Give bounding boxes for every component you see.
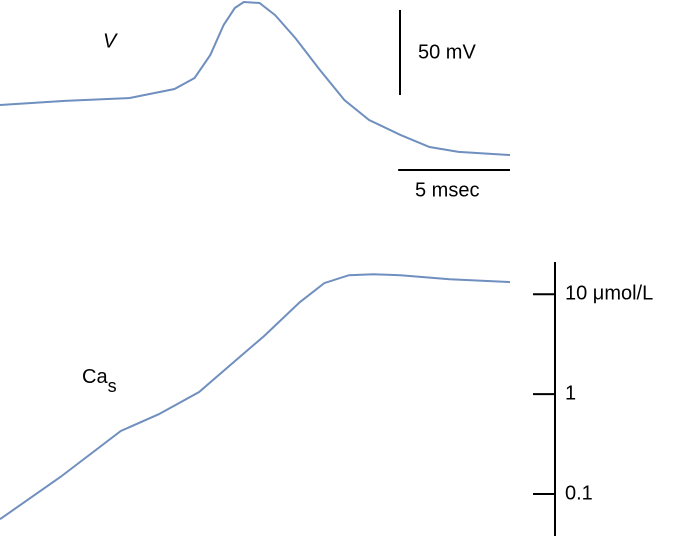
trace <box>0 273 511 521</box>
voltage-label: V <box>103 30 118 52</box>
scale-bar-voltage-label: 50 mV <box>418 41 476 63</box>
calcium-label-main: Ca <box>82 366 108 388</box>
y-tick-label: 0.1 <box>565 482 593 504</box>
y-tick-label: 10 μmol/L <box>565 282 653 304</box>
scale-bar-time-label: 5 msec <box>415 179 479 201</box>
calcium-label-subscript: s <box>108 376 117 396</box>
calcium-label: Cas <box>82 366 117 395</box>
y-tick-label: 1 <box>565 382 576 404</box>
trace <box>0 0 511 156</box>
